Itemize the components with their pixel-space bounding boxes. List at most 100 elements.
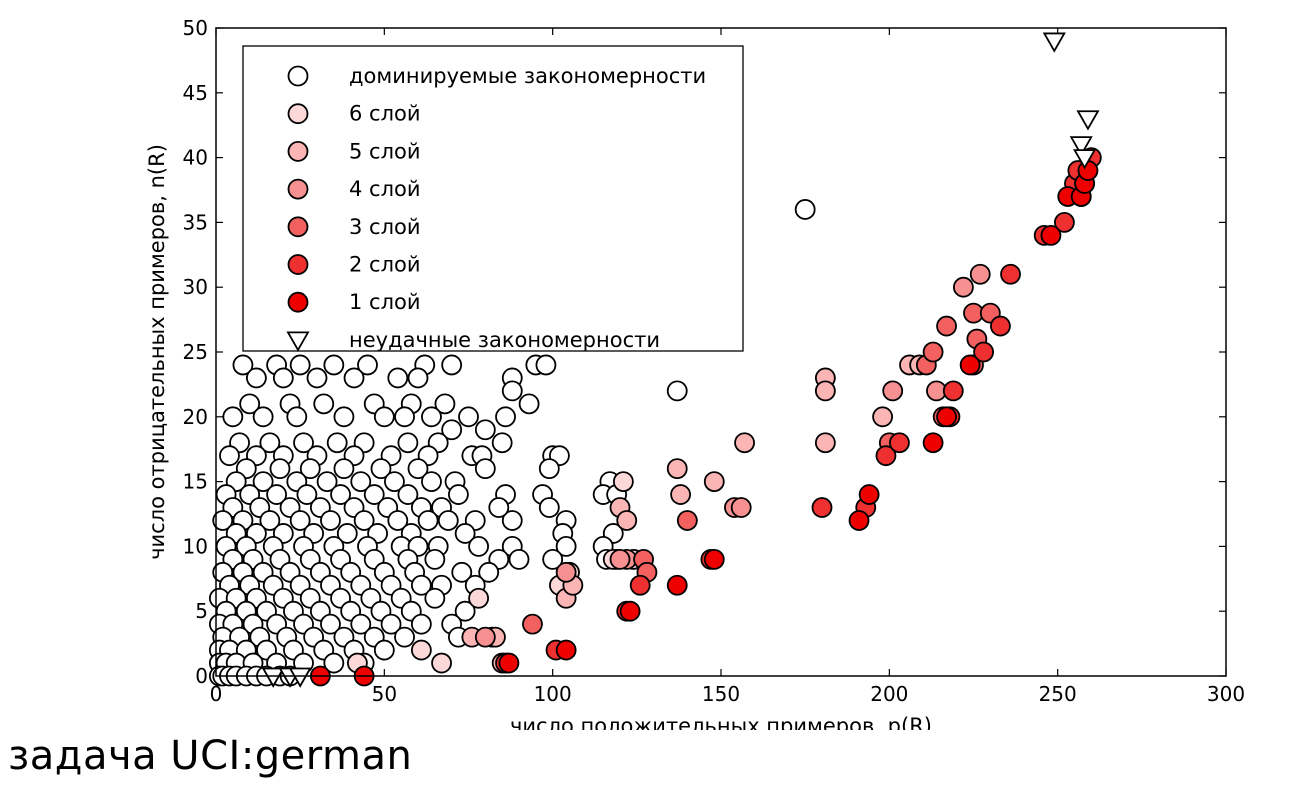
legend-label: 4 слой [349, 177, 421, 201]
x-tick-label: 50 [372, 682, 397, 706]
legend-marker [287, 178, 309, 200]
data-point [942, 380, 964, 402]
data-point [619, 600, 641, 622]
data-point [417, 510, 439, 531]
data-point [730, 497, 752, 518]
data-point [330, 484, 351, 505]
data-point [508, 548, 530, 570]
data-point [501, 510, 523, 531]
y-tick-label: 35 [183, 210, 208, 234]
data-point [973, 341, 994, 363]
data-point [357, 354, 378, 376]
legend-label: неудачные закономерности [349, 328, 660, 352]
data-point [703, 471, 725, 493]
data-point [323, 652, 345, 674]
data-point [474, 458, 496, 480]
y-tick-label: 25 [183, 340, 208, 364]
data-point [252, 406, 274, 428]
data-point [269, 458, 291, 480]
legend-label: 6 слой [349, 102, 421, 126]
data-point [299, 458, 321, 480]
data-point [670, 484, 691, 505]
data-point [811, 497, 833, 518]
data-point [488, 497, 510, 518]
data-point [814, 380, 836, 402]
data-point [522, 613, 543, 635]
data-point [373, 639, 395, 661]
x-tick-label: 150 [702, 682, 740, 706]
data-point [407, 458, 429, 480]
data-point [922, 432, 944, 454]
data-point [495, 406, 516, 428]
y-axis-label: число отрицательных примеров, n(R) [145, 144, 169, 560]
legend-label: 5 слой [349, 139, 421, 163]
data-point [609, 548, 631, 570]
data-point [535, 354, 557, 376]
data-point [333, 458, 355, 480]
data-point [538, 497, 560, 518]
data-point [936, 315, 957, 337]
data-point [848, 510, 870, 531]
data-point [333, 406, 355, 428]
data-point [616, 510, 638, 531]
data-point [969, 263, 991, 285]
data-point [858, 484, 880, 505]
data-point [1077, 160, 1099, 181]
data-point [478, 561, 500, 583]
legend-label: 1 слой [349, 290, 421, 314]
plot-frame [215, 27, 1227, 677]
legend-label: 2 слой [349, 253, 421, 277]
data-point [387, 367, 409, 389]
data-point [323, 354, 345, 376]
data-point [394, 406, 415, 428]
data-point [363, 484, 385, 505]
data-point [296, 484, 318, 505]
data-point [612, 471, 634, 493]
legend-marker [287, 65, 309, 87]
data-point [261, 667, 285, 688]
data-point [542, 548, 564, 570]
data-point [326, 432, 348, 454]
data-point [454, 523, 476, 544]
data-point [882, 380, 904, 402]
axis-ticks: 0 50 100 150 200 250 300 0 5 10 15 20 25 30 35 40 45 50 [183, 16, 1246, 706]
data-point [424, 548, 446, 570]
data-point [468, 587, 490, 609]
data-point [272, 367, 294, 389]
data-point [953, 276, 974, 298]
data-point [959, 354, 981, 376]
data-point [289, 510, 311, 531]
data-point [437, 510, 459, 531]
task-caption: задача UCI:german [8, 733, 413, 779]
data-point [458, 406, 479, 428]
data-point [252, 471, 274, 493]
data-point [1042, 32, 1066, 53]
y-tick-label: 45 [183, 81, 208, 105]
data-point [313, 393, 335, 415]
data-point [421, 471, 442, 493]
data-point [555, 536, 577, 557]
data-point [350, 471, 372, 493]
data-point [320, 613, 341, 635]
legend-marker [287, 291, 309, 313]
legend-marker [287, 103, 309, 125]
x-tick-label: 200 [870, 682, 908, 706]
data-points [208, 32, 1102, 688]
data-point [336, 523, 358, 544]
data-point [259, 432, 281, 454]
data-point [734, 432, 755, 454]
data-point [474, 419, 496, 441]
data-point [441, 419, 463, 441]
series-4 [522, 302, 1001, 635]
data-point [474, 626, 496, 648]
data-point [666, 380, 688, 402]
data-point [1069, 136, 1093, 157]
data-point [555, 561, 577, 583]
legend-label: доминируемые закономерности [349, 64, 706, 88]
y-tick-label: 20 [183, 405, 208, 429]
y-tick-label: 50 [183, 16, 208, 40]
data-point [316, 471, 338, 493]
data-point [219, 445, 240, 467]
y-tick-label: 10 [183, 534, 208, 558]
data-point [286, 406, 308, 428]
